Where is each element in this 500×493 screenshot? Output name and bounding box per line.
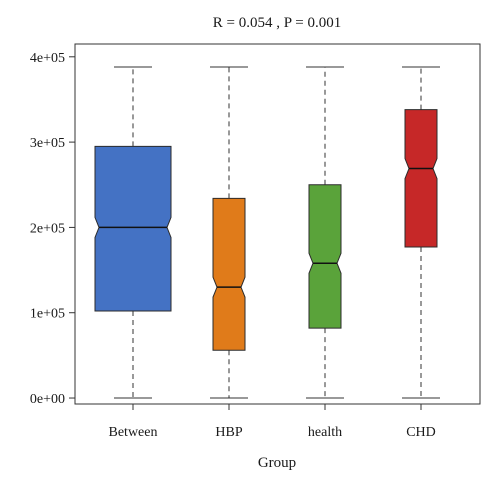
box-body	[212, 197, 246, 351]
box-series	[94, 66, 440, 399]
box-body	[404, 109, 438, 248]
y-tick-label: 1e+05	[30, 307, 65, 322]
x-tick-label: health	[308, 425, 342, 440]
box-chd	[402, 66, 440, 399]
box-health	[306, 66, 344, 399]
y-axis: 0e+00 1e+05 2e+05 3e+05 4e+05	[30, 51, 75, 407]
x-tick-label: CHD	[406, 425, 436, 440]
plot-frame	[74, 43, 481, 405]
y-tick-label: 0e+00	[30, 392, 65, 407]
y-tick-label: 4e+05	[30, 51, 65, 66]
chart-title: R = 0.054 , P = 0.001	[213, 15, 341, 31]
box-hbp	[210, 66, 248, 399]
box-body	[94, 145, 172, 312]
x-axis: Between HBP health CHD	[109, 404, 436, 440]
x-tick-label: Between	[109, 425, 158, 440]
y-tick-label: 3e+05	[30, 136, 65, 151]
y-tick-label: 2e+05	[30, 221, 65, 236]
box-between	[94, 66, 172, 399]
box-body	[308, 184, 342, 329]
x-tick-label: HBP	[215, 425, 242, 440]
x-axis-label: Group	[258, 455, 296, 471]
